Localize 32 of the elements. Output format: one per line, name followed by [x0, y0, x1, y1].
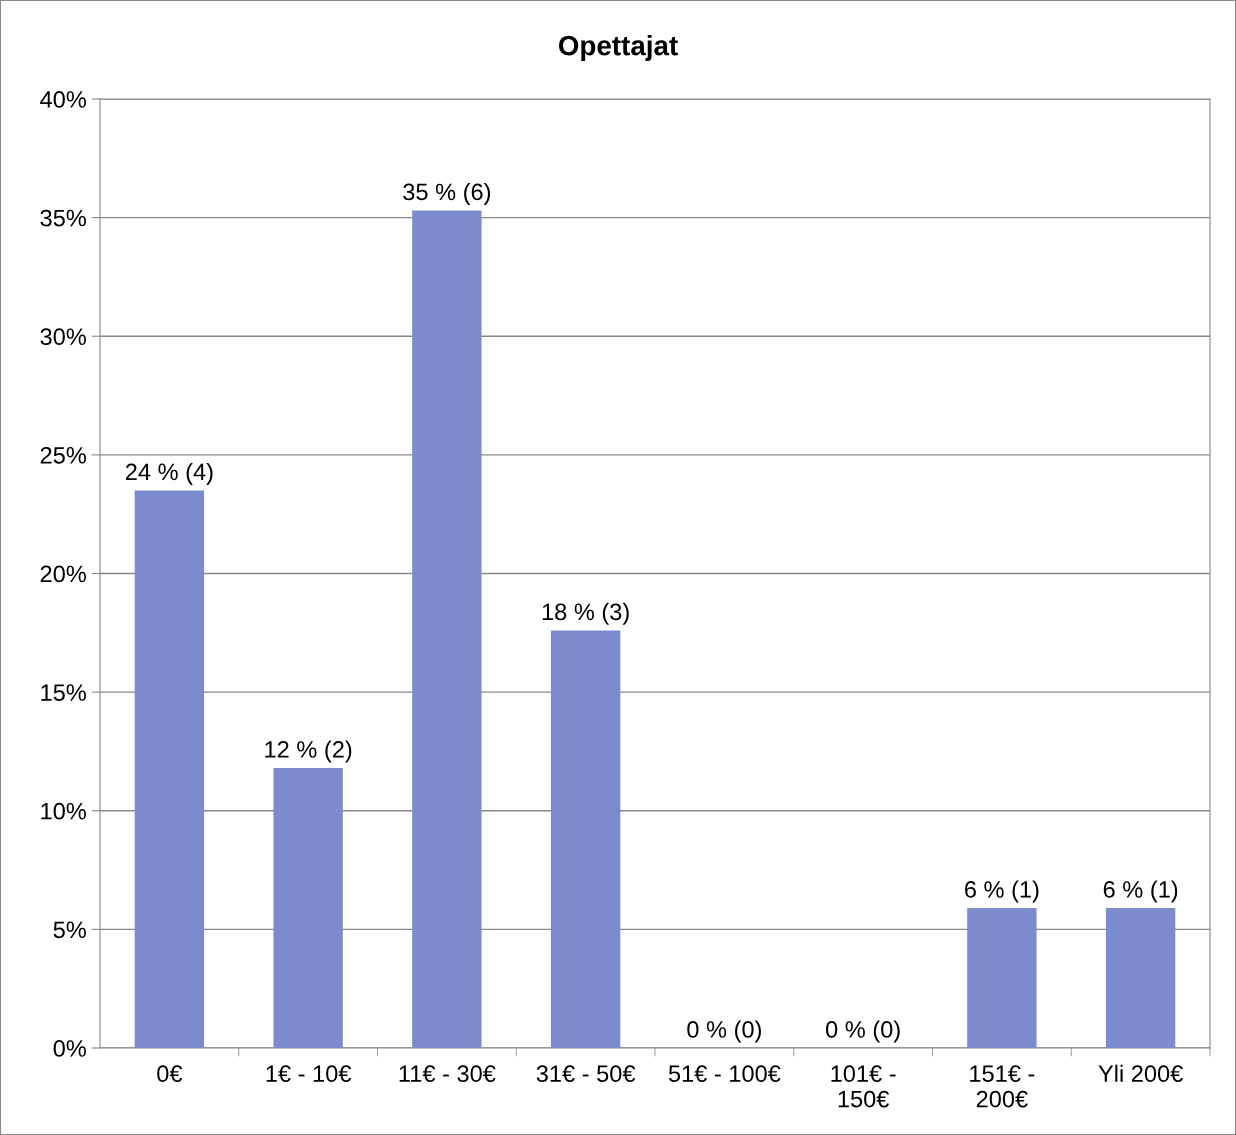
x-tick-label: 31€ - 50€	[536, 1065, 636, 1083]
bar	[1105, 908, 1176, 1048]
y-tick-label: 10%	[41, 802, 86, 820]
data-label: 6 % (1)	[1103, 880, 1178, 903]
y-tick-label: 40%	[40, 91, 86, 108]
y-tick-label: 30%	[40, 328, 86, 346]
x-tick-label: 0€	[157, 1065, 183, 1083]
bar	[134, 490, 205, 1048]
y-tick-label: 25%	[40, 446, 86, 464]
x-tick-label: 51€ - 100€	[668, 1065, 781, 1083]
x-tick-label: 11€ - 30€	[399, 1065, 496, 1083]
x-tick-label: 101€ - 150€	[831, 1065, 896, 1108]
data-label: 0 % (0)	[826, 1020, 900, 1043]
x-tick-label: Yli 200€	[1098, 1064, 1183, 1083]
data-label: 0 % (0)	[687, 1020, 761, 1043]
y-tick-label: 15%	[41, 684, 86, 701]
data-label: 18 % (3)	[542, 602, 629, 625]
x-tick-label: 1€ - 10€	[266, 1065, 352, 1083]
data-label: 6 % (1)	[965, 880, 1039, 903]
bar	[550, 630, 621, 1048]
y-tick-label: 20%	[40, 565, 86, 583]
data-label: 24 % (4)	[125, 462, 213, 485]
x-tick-label: 151€ - 200€	[970, 1065, 1035, 1108]
y-tick-label: 0%	[53, 1040, 86, 1057]
bar	[273, 768, 343, 1048]
y-tick-label: 5%	[53, 921, 86, 939]
bar	[412, 210, 482, 1048]
chart-title: Opettajat	[558, 35, 678, 61]
data-label: 12 % (2)	[265, 740, 352, 763]
bar	[967, 908, 1037, 1048]
y-tick-label: 35%	[40, 209, 86, 227]
data-label: 35 % (6)	[403, 182, 491, 205]
